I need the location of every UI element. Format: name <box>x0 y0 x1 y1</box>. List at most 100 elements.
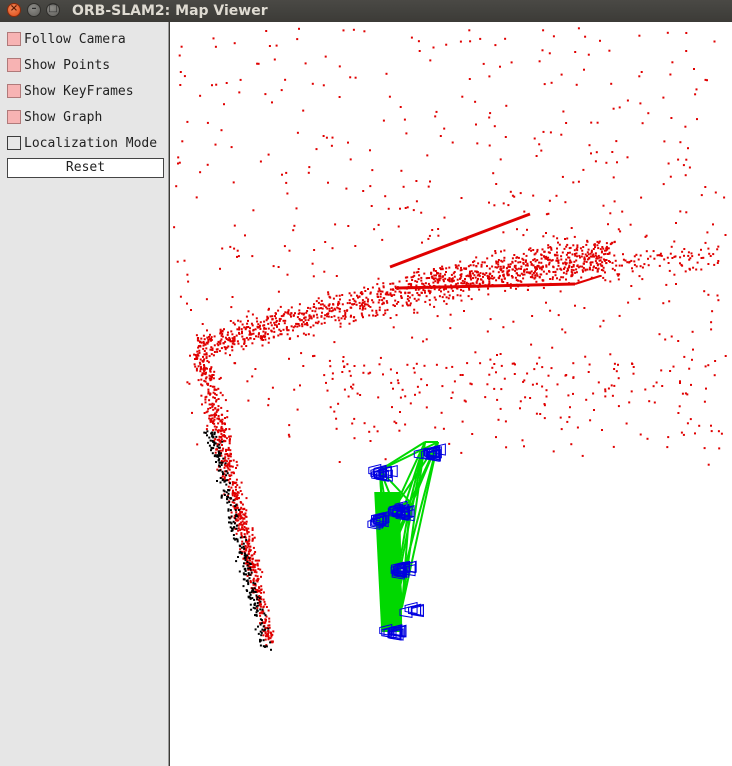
map-point <box>398 429 401 432</box>
keyframe-frustum <box>393 624 407 638</box>
map-point <box>378 306 381 309</box>
map-point <box>414 280 417 283</box>
map-point <box>197 337 200 339</box>
map-point <box>556 268 559 271</box>
map-point <box>244 328 247 331</box>
map-point <box>647 264 650 267</box>
map-point <box>453 271 456 273</box>
map-point <box>471 433 474 435</box>
map-point <box>545 213 548 216</box>
map-point <box>678 405 681 408</box>
map-point <box>251 561 254 564</box>
map-point <box>588 144 591 147</box>
map-point <box>381 290 384 293</box>
map-point <box>260 603 262 606</box>
checkbox-show-keyframes[interactable] <box>7 84 21 98</box>
map-point <box>603 249 606 252</box>
map-point <box>560 276 563 279</box>
map-point <box>545 272 548 275</box>
map-viewport[interactable] <box>170 22 732 766</box>
map-point <box>463 399 466 402</box>
option-show-graph[interactable]: Show Graph <box>7 109 167 127</box>
map-point <box>552 265 555 268</box>
option-show-points[interactable]: Show Points <box>7 57 167 75</box>
map-point <box>707 263 710 265</box>
map-point <box>251 255 254 258</box>
map-point <box>557 241 559 244</box>
map-point <box>350 294 353 297</box>
reset-button[interactable]: Reset <box>7 158 164 178</box>
map-point <box>710 424 712 427</box>
map-point <box>503 259 506 262</box>
map-point <box>285 327 288 330</box>
map-point <box>585 243 588 246</box>
map-point <box>535 272 538 275</box>
map-point <box>228 521 230 524</box>
map-point <box>233 362 236 365</box>
map-point <box>389 293 392 296</box>
map-point <box>217 422 220 425</box>
map-point <box>496 266 499 269</box>
map-point <box>441 296 444 299</box>
map-point <box>326 307 329 310</box>
option-follow-camera[interactable]: Follow Camera <box>7 31 167 49</box>
map-point <box>204 343 207 346</box>
map-point <box>510 275 513 277</box>
map-point <box>323 321 326 324</box>
map-point <box>259 640 261 643</box>
map-point <box>525 254 528 257</box>
map-point <box>243 551 246 554</box>
map-point <box>239 536 242 539</box>
option-localization-mode[interactable]: Localization Mode <box>7 135 167 153</box>
option-show-keyframes[interactable]: Show KeyFrames <box>7 83 167 101</box>
map-point <box>209 375 212 378</box>
map-point <box>290 312 293 315</box>
map-point <box>323 374 326 377</box>
map-point <box>426 384 428 387</box>
map-point <box>235 478 238 481</box>
map-point <box>555 194 558 197</box>
minimize-button[interactable]: – <box>27 3 41 17</box>
close-button[interactable]: × <box>7 3 21 17</box>
map-point <box>238 570 241 573</box>
map-point <box>208 444 211 447</box>
checkbox-follow-camera[interactable] <box>7 32 21 46</box>
map-point <box>241 493 244 496</box>
map-point <box>536 274 539 277</box>
checkbox-show-points[interactable] <box>7 58 21 72</box>
map-point <box>399 396 402 399</box>
map-point <box>179 295 182 298</box>
map-point <box>244 536 247 539</box>
checkbox-localization-mode[interactable] <box>7 136 21 150</box>
map-point <box>208 403 211 406</box>
map-point <box>438 274 441 277</box>
checkbox-show-graph[interactable] <box>7 110 21 124</box>
map-point <box>207 340 210 343</box>
maximize-button[interactable]: □ <box>46 3 60 17</box>
map-point <box>673 273 676 276</box>
map-point <box>219 376 222 379</box>
map-point <box>370 205 373 207</box>
map-point <box>679 380 681 383</box>
map-point <box>220 432 223 435</box>
map-point <box>221 449 224 452</box>
map-point <box>593 409 595 411</box>
map-point <box>530 263 533 266</box>
map-point <box>270 324 273 327</box>
map-point <box>663 140 666 143</box>
map-point <box>424 282 427 285</box>
map-point <box>592 248 595 250</box>
map-point <box>288 357 290 360</box>
map-point <box>277 266 280 268</box>
map-point <box>245 527 248 530</box>
map-point <box>712 223 714 226</box>
map-point <box>211 347 214 350</box>
map-point <box>204 353 207 356</box>
map-point <box>260 634 263 637</box>
map-point <box>216 417 219 420</box>
map-point <box>534 252 537 255</box>
map-point <box>339 322 342 325</box>
map-point <box>264 338 267 341</box>
map-point <box>317 301 320 304</box>
map-point <box>579 265 582 268</box>
